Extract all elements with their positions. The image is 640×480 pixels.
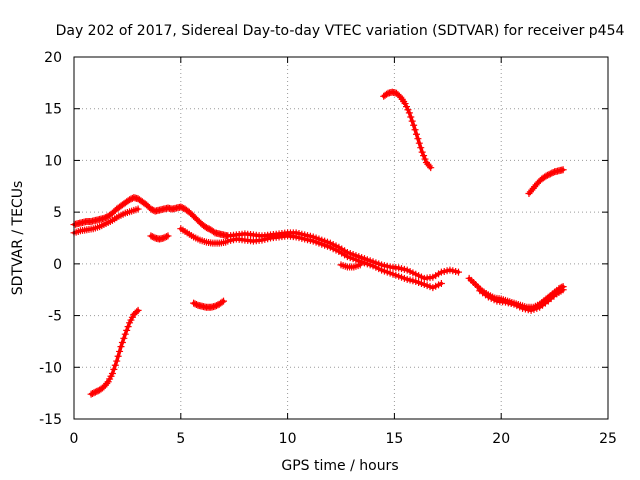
data-point: [410, 121, 418, 129]
x-tick-label: 25: [599, 431, 617, 447]
y-tick-label: 10: [44, 153, 62, 169]
data-point: [411, 126, 419, 134]
data-point: [218, 298, 226, 306]
y-tick-label: -10: [39, 360, 62, 376]
data-point: [163, 233, 171, 241]
data-point: [356, 261, 364, 269]
data-point: [415, 139, 423, 147]
data-point: [427, 164, 435, 172]
series-arc-low-6h: [190, 297, 228, 311]
series-arc-dip-4h: [147, 232, 172, 243]
data-point: [454, 268, 462, 276]
series-arc-rise-0to3h: [87, 306, 142, 398]
data-point: [111, 361, 119, 369]
series-arc-high-15h: [380, 88, 435, 172]
data-point: [403, 103, 411, 111]
data-point: [559, 166, 567, 174]
data-point: [407, 113, 415, 121]
data-point: [220, 297, 228, 305]
data-point: [110, 365, 118, 373]
series-arc-upper-late: [525, 166, 567, 198]
data-point: [425, 162, 433, 170]
axis-ticks: [73, 56, 609, 420]
x-axis-label: GPS time / hours: [281, 458, 398, 474]
data-point: [559, 286, 567, 294]
y-tick-label: -5: [48, 309, 62, 325]
y-tick-label: -15: [39, 412, 62, 428]
plot-frame: [73, 56, 609, 420]
data-layer: [70, 88, 567, 398]
series-arc-main-late-lower: [476, 286, 567, 314]
y-axis-label: SDTVAR / TECUs: [10, 181, 26, 296]
y-tick-label: 15: [44, 102, 62, 118]
x-tick-labels: 0 5 10 15 20 25: [70, 431, 617, 447]
data-point: [417, 144, 425, 152]
series-arc-low-early: [70, 205, 142, 237]
data-point: [405, 109, 413, 117]
data-point: [421, 155, 429, 163]
data-point: [113, 357, 121, 365]
x-tick-label: 15: [385, 431, 403, 447]
y-tick-labels: -15 -10 -5 0 5 10 15 20: [39, 50, 62, 428]
data-point: [120, 334, 128, 342]
data-point: [121, 330, 129, 338]
x-tick-label: 10: [279, 431, 297, 447]
data-point: [134, 306, 142, 314]
x-tick-label: 20: [492, 431, 510, 447]
data-point: [124, 323, 132, 331]
data-point: [412, 130, 420, 138]
data-point: [401, 100, 409, 108]
data-point: [420, 152, 428, 160]
data-point: [118, 338, 126, 346]
data-point: [414, 135, 422, 143]
data-point: [134, 205, 142, 213]
x-tick-label: 5: [176, 431, 185, 447]
data-point: [133, 308, 141, 316]
data-point: [437, 280, 445, 288]
series-arc-main-mid-lower: [224, 232, 445, 292]
data-point: [116, 347, 124, 355]
data-point: [404, 106, 412, 114]
data-point: [164, 232, 172, 240]
series-arc-main-mid: [224, 229, 462, 282]
y-tick-label: 5: [53, 205, 62, 221]
data-point: [408, 117, 416, 125]
data-point: [114, 352, 122, 360]
data-point: [103, 379, 111, 387]
series-arc-offset-12h: [337, 261, 364, 271]
y-tick-label: 20: [44, 50, 62, 66]
chart-title: Day 202 of 2017, Sidereal Day-to-day VTE…: [56, 23, 625, 39]
data-point: [108, 369, 116, 377]
series-arc-dip-6h: [177, 225, 230, 247]
y-tick-label: 0: [53, 257, 62, 273]
x-tick-label: 0: [70, 431, 79, 447]
data-point: [418, 148, 426, 156]
data-point: [123, 326, 131, 334]
data-point: [117, 343, 125, 351]
